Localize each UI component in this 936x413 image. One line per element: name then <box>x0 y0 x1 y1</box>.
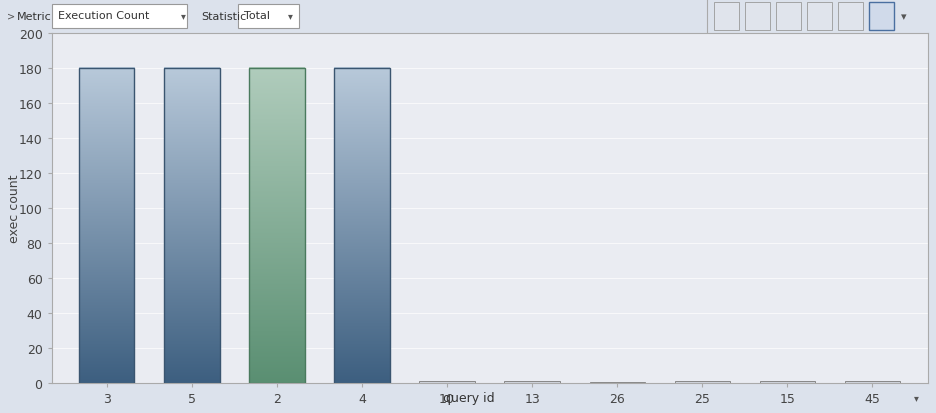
Bar <box>759 382 814 383</box>
FancyBboxPatch shape <box>775 3 800 31</box>
Bar <box>334 69 389 383</box>
Bar <box>164 69 219 383</box>
Bar <box>843 382 899 383</box>
Text: Execution Count: Execution Count <box>58 11 150 21</box>
FancyBboxPatch shape <box>238 5 299 29</box>
FancyBboxPatch shape <box>868 3 893 31</box>
FancyBboxPatch shape <box>837 3 862 31</box>
Text: Statistic: Statistic <box>201 12 246 22</box>
Y-axis label: exec count: exec count <box>8 174 21 243</box>
FancyBboxPatch shape <box>744 3 769 31</box>
FancyBboxPatch shape <box>713 3 739 31</box>
Bar <box>589 382 644 383</box>
Text: ▾: ▾ <box>181 11 185 21</box>
Bar <box>249 69 304 383</box>
Bar <box>419 381 475 383</box>
Bar <box>674 381 729 383</box>
FancyBboxPatch shape <box>806 3 831 31</box>
Text: query id: query id <box>442 391 494 404</box>
Text: ▾: ▾ <box>287 11 292 21</box>
FancyBboxPatch shape <box>51 5 187 29</box>
Text: Metric: Metric <box>17 12 51 22</box>
Bar <box>504 382 559 383</box>
Bar <box>80 69 135 383</box>
Text: Total: Total <box>243 11 270 21</box>
Text: ▾: ▾ <box>913 392 917 403</box>
Text: ▾: ▾ <box>900 12 906 22</box>
Text: >: > <box>7 12 16 22</box>
